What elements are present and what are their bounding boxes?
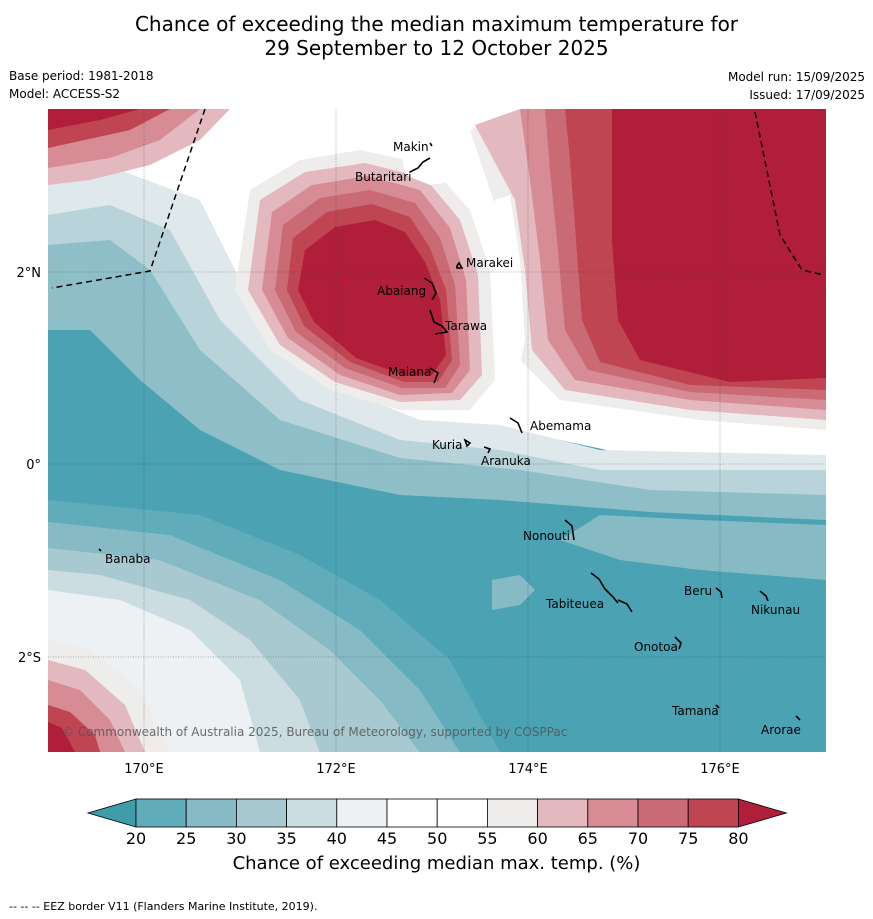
colorbar-tick-label: 40 (327, 829, 347, 848)
title-line-1: Chance of exceeding the median maximum t… (134, 12, 739, 36)
axis-labels: 170°E 172°E 174°E 176°E 2°N 0° 2°S (17, 266, 740, 777)
colorbar-swatch (687, 798, 739, 828)
lat-tick-label: 2°S (18, 651, 41, 666)
colorbar-tick-label: 45 (377, 829, 397, 848)
lat-tick-label: 0° (26, 458, 41, 473)
contour-field: Makin Butaritari Marakei Abaiang Tarawa … (48, 109, 826, 752)
lat-tick-label: 2°N (17, 266, 42, 281)
contour-band-30 (48, 240, 826, 520)
colorbar-swatch (436, 798, 488, 828)
colorbar-tick-label: 25 (176, 829, 196, 848)
colorbar-swatch (235, 798, 287, 828)
eez-border (51, 109, 825, 289)
colorbar-label: Chance of exceeding median max. temp. (%… (232, 853, 641, 874)
colorbar-tick-label: 70 (628, 829, 648, 848)
contour-center-core (298, 220, 446, 376)
place-label: Nikunau (751, 603, 800, 617)
map-title: Chance of exceeding the median maximum t… (0, 12, 873, 60)
place-label: Banaba (105, 552, 151, 566)
place-label: Tarawa (444, 319, 487, 333)
place-label: Abemama (530, 419, 591, 433)
issued-date: Issued: 17/09/2025 (749, 88, 865, 102)
place-label: Abaiang (377, 284, 426, 298)
colorbar-swatch (637, 798, 689, 828)
contour-band-east-south (560, 515, 826, 580)
place-label: Onotoa (634, 640, 678, 654)
colorbar-swatch (336, 798, 388, 828)
colorbar-tick-label: 20 (126, 829, 146, 848)
colorbar-tick-label: 65 (578, 829, 598, 848)
contour-white-channel (495, 195, 525, 395)
contour-band-south-25 (48, 500, 500, 752)
place-label: Makin (393, 140, 429, 154)
colorbar-tick-label: 55 (477, 829, 497, 848)
colorbar-tick-label: 35 (276, 829, 296, 848)
place-label: Butaritari (355, 170, 412, 184)
colorbar-tick-label: 50 (427, 829, 447, 848)
place-label: Nonouti (523, 529, 570, 543)
colorbar-tick-label: 75 (678, 829, 698, 848)
place-label: Marakei (466, 256, 513, 270)
place-label: Tamana (671, 704, 719, 718)
colorbar-swatch (537, 798, 589, 828)
contour-nw-80 (48, 109, 140, 130)
place-labels: Makin Butaritari Marakei Abaiang Tarawa … (105, 140, 801, 737)
title-line-2: 29 September to 12 October 2025 (264, 36, 609, 60)
copyright-notice: © Commonwealth of Australia 2025, Bureau… (62, 725, 567, 739)
model-name: Model: ACCESS-S2 (9, 87, 121, 101)
colorbar-tick-label: 30 (226, 829, 246, 848)
contour-north-patch (400, 140, 462, 185)
colorbar-tick-label: 80 (728, 829, 748, 848)
place-label: Aranuka (481, 454, 531, 468)
contour-band-south-30 (48, 520, 460, 752)
colorbar: 20 25 30 35 40 45 50 55 60 65 70 75 80 (86, 798, 788, 848)
base-period: Base period: 1981-2018 (9, 69, 154, 83)
colorbar-swatch (587, 798, 639, 828)
contour-sw-80 (48, 722, 75, 752)
lon-tick-label: 176°E (700, 762, 740, 777)
model-run: Model run: 15/09/2025 (727, 70, 865, 84)
graticule (48, 109, 826, 752)
place-label: Arorae (761, 723, 801, 737)
place-label: Tabiteuea (545, 597, 604, 611)
lon-tick-label: 172°E (316, 762, 356, 777)
colorbar-tick-label: 60 (527, 829, 547, 848)
colorbar-swatch (386, 798, 438, 828)
place-label: Maiana (388, 365, 431, 379)
place-label: Kuria (432, 438, 463, 452)
island-outlines (98, 142, 801, 721)
contour-ne-core (612, 109, 826, 382)
colorbar-max-arrow (738, 798, 788, 828)
place-label: Beru (684, 584, 712, 598)
colorbar-swatch (185, 798, 237, 828)
colorbar-swatch (486, 798, 538, 828)
lon-tick-label: 170°E (124, 762, 164, 777)
colorbar-min-arrow (86, 798, 137, 828)
colorbar-swatch (135, 798, 187, 828)
colorbar-swatch (286, 798, 338, 828)
eez-legend: -- -- -- EEZ border V11 (Flanders Marine… (9, 900, 318, 913)
contour-band-small-patch (492, 575, 535, 610)
lon-tick-label: 174°E (508, 762, 548, 777)
contour-band-south-35 (48, 545, 420, 752)
